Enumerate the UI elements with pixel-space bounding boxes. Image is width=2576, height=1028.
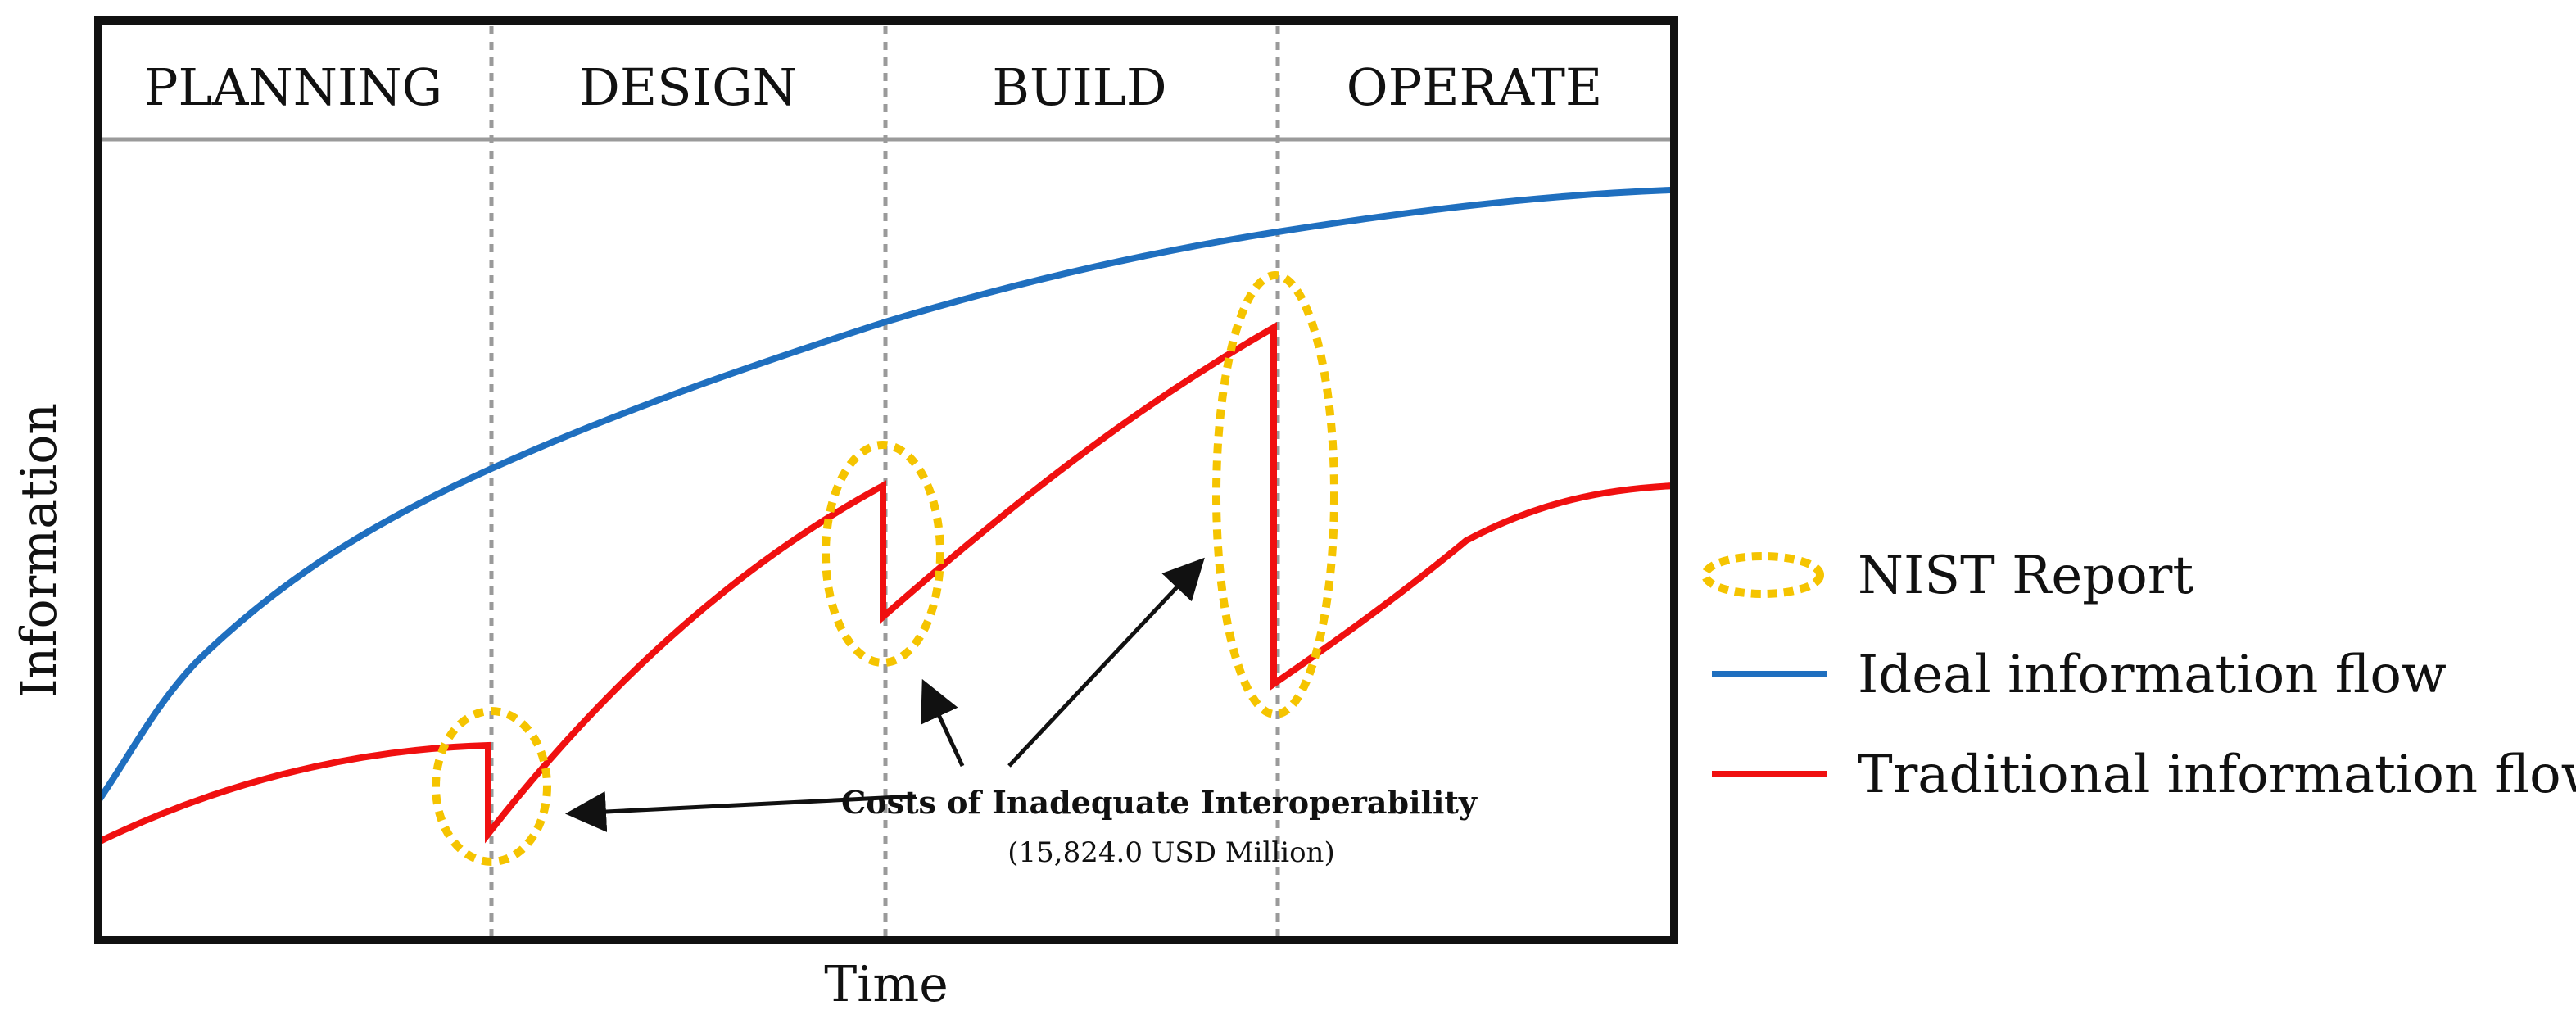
legend: NIST Report Ideal information flow Tradi…	[1701, 546, 2576, 805]
nist-report-ellipse-design-build	[822, 441, 944, 667]
phase-label-design: DESIGN	[579, 57, 797, 117]
ideal-information-flow-line	[95, 187, 1672, 804]
phase-label-build: BUILD	[992, 57, 1166, 117]
x-axis-title: Time	[824, 956, 948, 1013]
annotation-title: Costs of Inadequate Interoperability	[841, 784, 1478, 821]
annotation-subtitle: (15,824.0 USD Million)	[1007, 836, 1334, 869]
plot-frame	[94, 16, 1678, 944]
y-axis-title: Information	[11, 403, 68, 698]
annotation-arrow-middle	[921, 678, 965, 768]
legend-ideal-flow-label: Ideal information flow	[1858, 645, 2447, 705]
legend-traditional-flow-label: Traditional information flow	[1858, 745, 2576, 805]
legend-nist-report-label: NIST Report	[1858, 546, 2193, 606]
legend-nist-report-symbol	[1701, 552, 1824, 598]
nist-report-ellipse-planning-design	[432, 707, 551, 866]
traditional-information-flow-line	[97, 322, 1675, 845]
nist-report-ellipse-build-operate	[1212, 271, 1338, 718]
annotation-arrow-right	[1007, 557, 1205, 768]
phase-label-planning: PLANNING	[144, 57, 442, 117]
phase-label-operate: OPERATE	[1347, 57, 1602, 117]
annotation-arrow-left	[565, 791, 917, 832]
